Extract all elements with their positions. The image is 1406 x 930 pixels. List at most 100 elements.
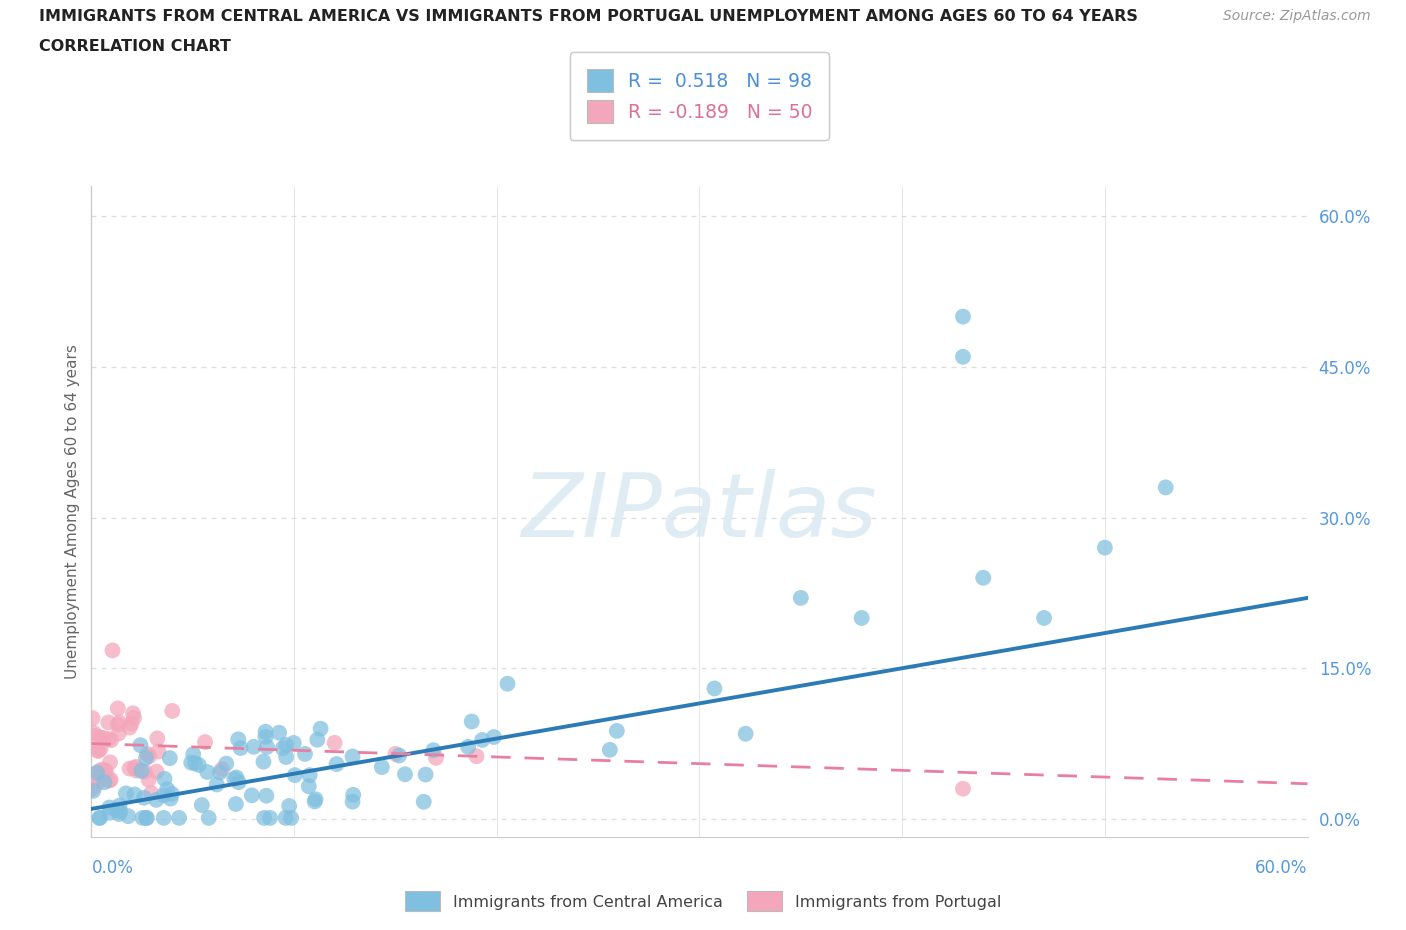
Point <box>254 724 277 739</box>
Text: 60.0%: 60.0% <box>1256 859 1308 877</box>
Point <box>412 794 434 809</box>
Point <box>274 810 297 825</box>
Point <box>342 788 364 803</box>
Point <box>271 741 294 756</box>
Point <box>342 794 364 809</box>
Point <box>152 810 174 825</box>
Text: IMMIGRANTS FROM CENTRAL AMERICA VS IMMIGRANTS FROM PORTUGAL UNEMPLOYMENT AMONG A: IMMIGRANTS FROM CENTRAL AMERICA VS IMMIG… <box>39 9 1139 24</box>
Point <box>243 739 266 754</box>
Point <box>187 758 209 773</box>
Point <box>100 772 122 787</box>
Point <box>124 787 146 802</box>
Point <box>159 791 181 806</box>
Legend: R =  0.518   N = 98, R = -0.189   N = 50: R = 0.518 N = 98, R = -0.189 N = 50 <box>569 52 830 140</box>
Point <box>100 733 122 748</box>
Point <box>225 770 247 785</box>
Point <box>108 806 131 821</box>
Point <box>125 760 148 775</box>
Point <box>159 751 181 765</box>
Point <box>225 797 247 812</box>
Point <box>384 747 406 762</box>
Text: Source: ZipAtlas.com: Source: ZipAtlas.com <box>1223 9 1371 23</box>
Point <box>131 764 153 778</box>
Point <box>129 737 152 752</box>
Point <box>1033 611 1056 626</box>
Point <box>89 810 111 825</box>
Point <box>105 803 128 817</box>
Point <box>278 799 301 814</box>
Point <box>98 800 121 815</box>
Point <box>83 725 105 740</box>
Point <box>145 792 167 807</box>
Point <box>146 731 169 746</box>
Legend: Immigrants from Central America, Immigrants from Portugal: Immigrants from Central America, Immigra… <box>398 885 1008 917</box>
Point <box>952 350 974 365</box>
Point <box>125 764 148 778</box>
Point <box>461 714 484 729</box>
Point <box>131 810 153 825</box>
Point <box>471 733 494 748</box>
Point <box>208 765 231 780</box>
Point <box>91 763 114 777</box>
Point <box>280 810 302 825</box>
Point <box>851 611 873 626</box>
Point <box>94 764 117 778</box>
Point <box>122 706 145 721</box>
Point <box>415 767 437 782</box>
Point <box>274 737 297 752</box>
Point <box>304 794 326 809</box>
Point <box>703 681 725 696</box>
Point <box>224 771 246 786</box>
Point <box>309 722 332 737</box>
Point <box>197 810 219 825</box>
Point <box>108 715 131 730</box>
Point <box>215 756 238 771</box>
Point <box>135 810 157 825</box>
Point <box>180 755 202 770</box>
Point <box>138 749 160 764</box>
Point <box>284 767 307 782</box>
Point <box>98 805 121 820</box>
Point <box>256 739 278 754</box>
Point <box>107 701 129 716</box>
Point <box>184 756 207 771</box>
Text: ZIPatlas: ZIPatlas <box>522 469 877 554</box>
Text: 0.0%: 0.0% <box>91 859 134 877</box>
Point <box>325 757 347 772</box>
Point <box>1154 480 1177 495</box>
Point <box>132 790 155 805</box>
Point <box>298 768 321 783</box>
Point <box>229 740 252 755</box>
Point <box>790 591 813 605</box>
Point <box>972 570 994 585</box>
Point <box>252 754 274 769</box>
Point <box>101 643 124 658</box>
Point <box>121 716 143 731</box>
Point <box>422 743 444 758</box>
Point <box>167 810 190 825</box>
Point <box>93 775 115 790</box>
Point <box>294 747 316 762</box>
Point <box>307 732 329 747</box>
Text: CORRELATION CHART: CORRELATION CHART <box>39 39 231 54</box>
Point <box>115 786 138 801</box>
Point <box>304 791 326 806</box>
Point <box>253 810 276 825</box>
Point <box>118 761 141 776</box>
Point <box>152 788 174 803</box>
Point <box>181 747 204 762</box>
Point <box>1094 540 1116 555</box>
Point <box>156 782 179 797</box>
Point <box>195 764 218 779</box>
Point <box>240 788 263 803</box>
Point <box>135 810 157 825</box>
Point <box>87 764 110 778</box>
Point <box>82 783 104 798</box>
Point <box>465 749 488 764</box>
Point <box>135 751 157 765</box>
Point <box>117 809 139 824</box>
Point <box>371 760 394 775</box>
Point <box>122 761 145 776</box>
Point <box>107 726 129 741</box>
Point <box>141 786 163 801</box>
